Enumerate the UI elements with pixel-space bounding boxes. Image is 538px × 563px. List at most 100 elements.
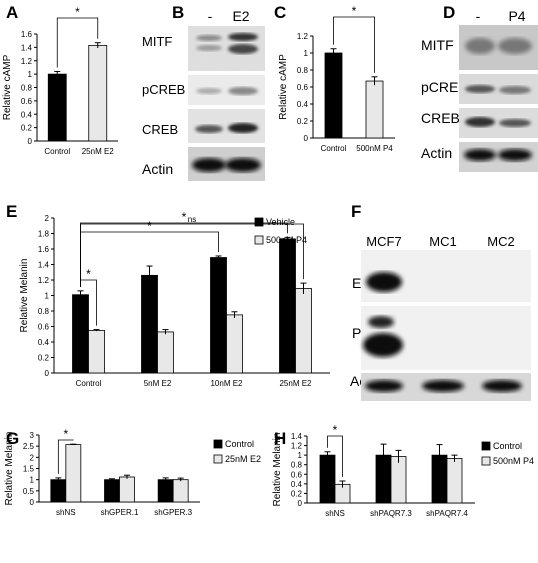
y-tick-label: 1.2 (38, 276, 50, 285)
y-tick-label: 0.8 (38, 307, 50, 316)
chart-a: 0 0.2 0.4 0.6 0.8 1 1.2 1.4 1.6 Relative cAMP Cont… (2, 5, 118, 156)
y-tick-label: 0.2 (21, 124, 33, 133)
significance-label: * (147, 219, 152, 233)
y-tick-label: 2 (30, 453, 35, 462)
y-tick-label: 1.8 (38, 230, 50, 239)
y-tick-label: 2.5 (23, 442, 35, 451)
x-tick-label: shGPER.1 (101, 508, 139, 517)
y-tick-label: 0.4 (21, 110, 33, 119)
bar (319, 454, 336, 504)
y-tick-label: 0.8 (297, 66, 309, 75)
bar (157, 479, 174, 503)
x-tick-label: Control (321, 144, 347, 153)
y-axis-label: Relative Melanin (272, 433, 283, 507)
significance-bracket (57, 439, 74, 474)
significance-label: * (333, 423, 338, 437)
blot-d-row-1: MITF (421, 37, 454, 53)
bar (88, 329, 105, 374)
significance-label: * (182, 210, 187, 224)
blot-b-row-1: MITF (142, 34, 172, 49)
blot-d-row-2: pCREB (421, 79, 468, 95)
y-axis-label: Relative cAMP (278, 54, 289, 120)
y-tick-label: 1 (304, 49, 309, 58)
chart-h: 00.20.40.60.811.21.4 Relative Melanin shNS… (272, 423, 534, 518)
blot-b-lane-2: E2 (232, 8, 249, 24)
significance-label: * (352, 4, 357, 18)
y-tick-label: 1.4 (38, 261, 50, 270)
blot-d-row-4: Actin (421, 145, 452, 161)
y-tick-label: 0 (304, 134, 309, 143)
y-tick-label: 1 (30, 476, 35, 485)
y-tick-label: 0.8 (291, 461, 303, 470)
blot-band (363, 333, 403, 357)
blot-b-row-2: pCREB (142, 82, 185, 97)
panel-letter-h: H (274, 429, 286, 448)
blot-band (196, 88, 222, 94)
panel-letter-e: E (6, 202, 17, 221)
bar (72, 294, 89, 374)
legend-label: Vehicle (266, 217, 295, 227)
blot-band (192, 158, 226, 172)
y-tick-label: 1.4 (21, 43, 33, 52)
y-tick-label: 0.4 (38, 338, 50, 347)
y-tick-label: 0.2 (297, 117, 309, 126)
significance-bracket (56, 17, 99, 68)
bar (157, 331, 174, 374)
y-tick-label: 1.6 (38, 245, 50, 254)
blot-b-row-4: Actin (142, 161, 173, 177)
blot-band (225, 158, 261, 172)
y-tick-label: 0 (298, 499, 303, 508)
significance-label: * (86, 267, 91, 281)
blot-b-lane-1: - (208, 8, 213, 24)
blot-band (465, 85, 495, 93)
y-tick-label: 1.2 (21, 57, 33, 66)
significance-bracket (80, 223, 304, 287)
blot-band (196, 45, 222, 51)
legend-swatch (481, 441, 491, 451)
blot-band (465, 38, 495, 54)
x-tick-label: 10nM E2 (210, 379, 243, 388)
blot-d-lane-2: P4 (508, 8, 525, 24)
blot-band (366, 272, 402, 292)
panel-letter-d: D (443, 3, 455, 22)
x-tick-label: shNS (325, 509, 345, 518)
blot-band (228, 44, 258, 54)
panel-letter-b: B (172, 3, 184, 22)
legend-swatch (254, 217, 264, 227)
panel-letter-g: G (6, 429, 19, 448)
bar (47, 73, 67, 142)
y-tick-label: 0.2 (38, 354, 50, 363)
blot-band (196, 35, 222, 41)
y-tick-label: 0.8 (21, 84, 33, 93)
y-tick-label: 1.2 (297, 32, 309, 41)
blot-band (228, 123, 258, 133)
chart-g: 0 0.5 1 1.5 2 2.5 3 Relative Melanin shNS shGPER.… (4, 427, 261, 517)
bar (210, 257, 227, 374)
blot-band (499, 86, 531, 94)
bar (88, 44, 108, 142)
legend-swatch (481, 456, 491, 466)
bar (324, 52, 343, 139)
blot-band (464, 149, 496, 161)
panel-letter-a: A (6, 3, 18, 22)
y-tick-label: 1 (28, 70, 33, 79)
x-tick-label: shNS (56, 508, 76, 517)
legend-label: Control (493, 441, 522, 451)
significance-bracket (80, 222, 288, 287)
significance-bracket (327, 435, 343, 477)
x-tick-label: 25nM E2 (82, 147, 115, 156)
y-tick-label: 0.6 (38, 323, 50, 332)
blot-band (368, 316, 394, 328)
legend-label: Control (225, 439, 254, 449)
y-tick-label: 2 (45, 214, 50, 223)
blot-band (195, 125, 223, 133)
bar (446, 458, 463, 504)
x-tick-label: shGPER.3 (154, 508, 192, 517)
y-tick-label: 0.4 (291, 480, 303, 489)
chart-c: 0 0.2 0.4 0.6 0.8 1 1.2 Relative cAMP Control 500… (278, 4, 395, 153)
blot-band (498, 38, 532, 54)
bar (172, 479, 189, 503)
x-tick-label: 25nM E2 (279, 379, 312, 388)
blot-b-row-3: CREB (142, 122, 178, 137)
chart-e: 0 0.2 0.4 0.6 0.8 1 1.2 1.4 1.6 1.8 2 Relative Mela… (19, 210, 330, 388)
